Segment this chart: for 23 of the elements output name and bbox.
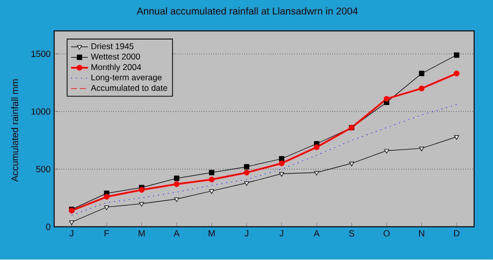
legend-label: Wettest 2000: [90, 54, 140, 60]
y-tick-label: 1500: [32, 50, 50, 58]
y-tick-label: 0: [46, 224, 50, 230]
x-tick-label: A: [174, 230, 180, 237]
x-tick-label: M: [208, 230, 215, 237]
chart-title: Annual accumulated rainfall at Llansadwrn in 2004: [136, 8, 358, 15]
legend-label: Accumulated to date: [90, 84, 168, 92]
x-tick-label: J: [244, 230, 248, 237]
x-tick-label: M: [138, 230, 145, 237]
y-tick-label: 1000: [32, 108, 50, 115]
legend-label: Long-term average: [91, 74, 162, 82]
y-axis-title: Accumulated rainfall mm: [11, 80, 18, 182]
x-tick-label: S: [349, 230, 354, 237]
x-tick-label: O: [384, 230, 390, 237]
legend-label: Driest 1945: [91, 43, 134, 50]
x-tick-label: N: [419, 230, 424, 237]
x-tick-label: A: [314, 230, 320, 237]
x-tick-label: D: [454, 230, 460, 237]
y-tick-label: 500: [36, 166, 50, 172]
x-tick-label: J: [280, 230, 284, 237]
legend-label: Monthly 2004: [91, 64, 142, 72]
x-tick-label: J: [70, 230, 74, 237]
x-tick-label: F: [104, 230, 110, 237]
